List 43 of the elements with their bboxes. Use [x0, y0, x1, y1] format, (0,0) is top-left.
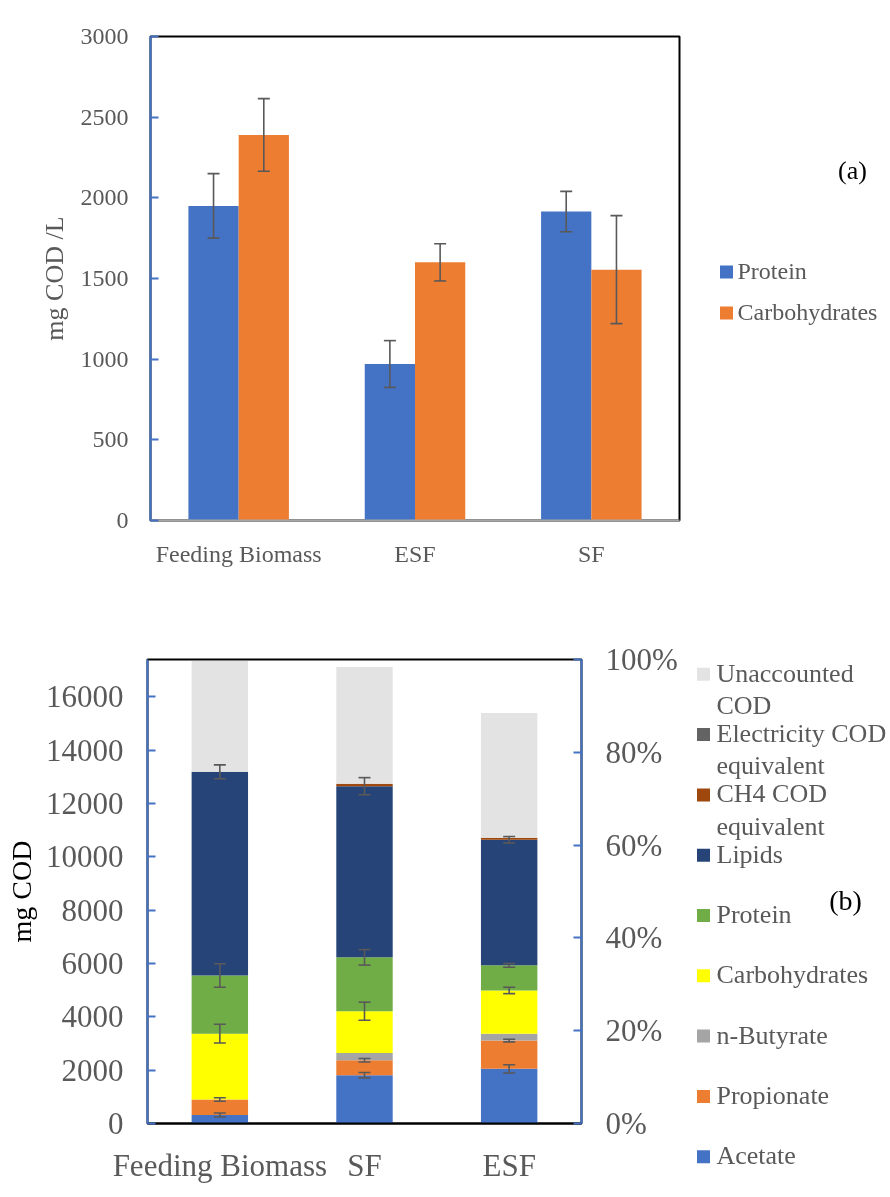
y-tick-label: 12000 [46, 786, 124, 821]
y-tick-label: 1000 [80, 345, 129, 372]
y-tick-label: 0 [116, 507, 129, 533]
legend-label: Protein [716, 899, 792, 929]
x-tick-label: Feeding Biomass [112, 1147, 328, 1183]
y2-tick-label: 60% [605, 827, 663, 863]
legend-label: Lipids [716, 839, 783, 869]
y-tick-label: 16000 [46, 679, 124, 715]
y-tick-label: 6000 [61, 946, 124, 981]
y-tick-label: 500 [92, 426, 129, 453]
y-tick-label: 1500 [80, 265, 129, 291]
y2-tick-label: 100% [605, 642, 678, 677]
x-tick-label: Feeding Biomass [155, 540, 322, 567]
x-tick-label: ESF [482, 1147, 536, 1183]
legend-label: Unaccounted COD [716, 658, 854, 721]
y2-tick-label: 20% [605, 1013, 663, 1049]
y-tick-label: 3000 [80, 23, 129, 49]
x-tick-label: SF [577, 540, 605, 567]
y2-tick-label: 0% [605, 1106, 647, 1141]
legend-label: CH4 COD equivalent [716, 779, 828, 841]
y-tick-label: 8000 [61, 892, 124, 928]
y-tick-label: 4000 [61, 999, 124, 1035]
y-axis-title: mg COD /L [39, 216, 69, 341]
y-tick-label: 14000 [46, 732, 124, 768]
y2-tick-label: 80% [605, 734, 663, 770]
y-tick-label: 2500 [80, 103, 129, 130]
legend-label: Electricity COD equivalent [716, 719, 887, 781]
y-tick-label: 2000 [61, 1052, 124, 1088]
y-tick-label: 2000 [80, 184, 129, 211]
legend-label: Carbohydrates [737, 298, 878, 325]
legend-label: Acetate [716, 1141, 796, 1171]
y-tick-label: 0 [108, 1106, 124, 1141]
legend-label: Propionate [716, 1080, 830, 1110]
x-tick-label: ESF [394, 540, 436, 567]
text: (b) [829, 885, 862, 916]
legend-label: Protein [737, 257, 807, 284]
y2-tick-label: 40% [605, 920, 663, 956]
y-tick-label: 10000 [46, 839, 124, 875]
y-axis-title: mg COD [6, 840, 37, 943]
text: (a) [838, 156, 867, 185]
legend-label: Carbohydrates [716, 960, 869, 990]
legend-label: n-Butyrate [716, 1020, 828, 1050]
x-tick-label: SF [347, 1147, 382, 1183]
